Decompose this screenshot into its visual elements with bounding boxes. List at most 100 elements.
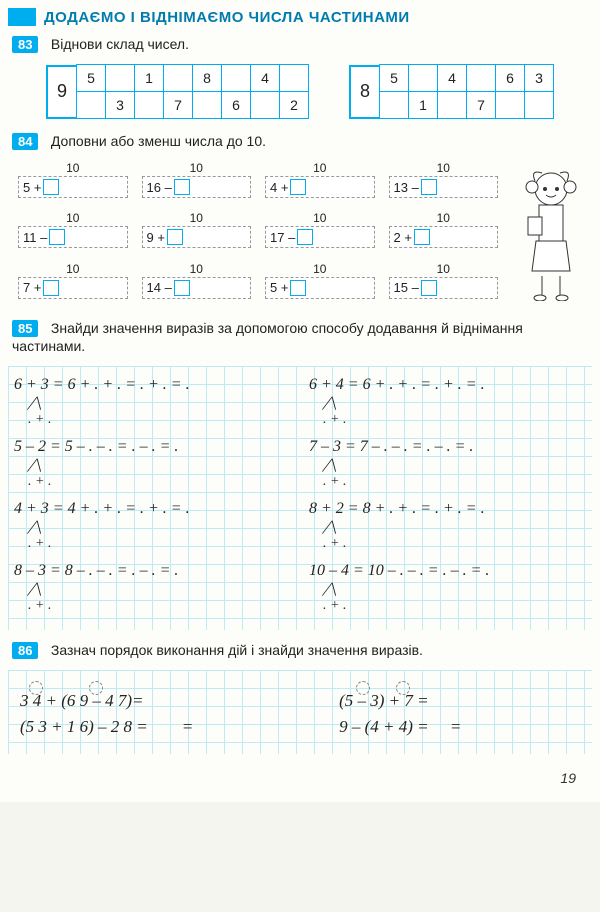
exercise-86-prompt: Зазнач порядок виконання дій і знайди зн… bbox=[51, 642, 423, 658]
answer-slot[interactable] bbox=[43, 280, 59, 296]
order-circle[interactable] bbox=[356, 681, 370, 695]
exercise-86-header: 86 Зазнач порядок виконання дій і знайди… bbox=[12, 642, 592, 660]
page-title: ДОДАЄМО І ВІДНІМАЄМО ЧИСЛА ЧАСТИНАМИ bbox=[44, 9, 410, 26]
equation[interactable]: 6 + 4 = 6 + . + . = . + . = . bbox=[309, 376, 586, 394]
split-diagram: ╱╲. + . bbox=[14, 396, 291, 428]
exercise-number-84: 84 bbox=[12, 133, 38, 150]
equation[interactable]: 5 – 2 = 5 – . – . = . – . = . bbox=[14, 438, 291, 456]
answer-slot[interactable] bbox=[49, 229, 65, 245]
cell[interactable] bbox=[525, 92, 554, 119]
cell[interactable] bbox=[380, 92, 409, 119]
problem: 105 + bbox=[18, 161, 128, 198]
page-number: 19 bbox=[8, 766, 592, 794]
equation[interactable]: (5 3 + 1 6) – 2 8 = = bbox=[20, 718, 309, 736]
answer-slot[interactable] bbox=[43, 179, 59, 195]
exercise-number-85: 85 bbox=[12, 320, 38, 337]
table-9: 5 1 8 4 3 7 6 2 bbox=[76, 64, 309, 119]
problem: 109 + bbox=[142, 211, 252, 248]
exercise-85-worksheet: 6 + 3 = 6 + . + . = . + . = . ╱╲. + . 5 … bbox=[8, 366, 592, 630]
problem: 1014 – bbox=[142, 262, 252, 299]
ex86-right-col: (5 – 3) + 7 = 9 – (4 + 4) = = bbox=[339, 684, 580, 744]
cell[interactable] bbox=[496, 92, 525, 119]
problem: 104 + bbox=[265, 161, 375, 198]
cell[interactable] bbox=[193, 92, 222, 119]
exercise-84-header: 84 Доповни або зменш числа до 10. bbox=[12, 133, 592, 151]
answer-slot[interactable] bbox=[290, 280, 306, 296]
equation[interactable]: 10 – 4 = 10 – . – . = . – . = . bbox=[309, 562, 586, 580]
cell[interactable] bbox=[467, 65, 496, 92]
answer-slot[interactable] bbox=[290, 179, 306, 195]
number-block-9: 9 5 1 8 4 3 7 6 bbox=[46, 64, 309, 119]
cell[interactable] bbox=[251, 92, 280, 119]
cell[interactable]: 3 bbox=[106, 92, 135, 119]
ex85-left-col: 6 + 3 = 6 + . + . = . + . = . ╱╲. + . 5 … bbox=[14, 372, 291, 624]
cell[interactable] bbox=[106, 65, 135, 92]
cell[interactable]: 5 bbox=[77, 65, 106, 92]
cell[interactable] bbox=[164, 65, 193, 92]
problem: 1011 – bbox=[18, 211, 128, 248]
cell[interactable]: 5 bbox=[380, 65, 409, 92]
order-circle[interactable] bbox=[29, 681, 43, 695]
exercise-83-header: 83 Віднови склад чисел. bbox=[12, 36, 592, 54]
cell[interactable]: 1 bbox=[135, 65, 164, 92]
answer-slot[interactable] bbox=[167, 229, 183, 245]
split-diagram: ╱╲. + . bbox=[309, 458, 586, 490]
equation[interactable]: 7 – 3 = 7 – . – . = . – . = . bbox=[309, 438, 586, 456]
header-accent bbox=[8, 8, 36, 26]
big-number-8: 8 bbox=[349, 65, 381, 119]
split-diagram: ╱╲. + . bbox=[14, 520, 291, 552]
page-header: ДОДАЄМО І ВІДНІМАЄМО ЧИСЛА ЧАСТИНАМИ bbox=[8, 8, 592, 26]
problem: 107 + bbox=[18, 262, 128, 299]
problem: 1017 – bbox=[265, 211, 375, 248]
cell[interactable] bbox=[438, 92, 467, 119]
answer-slot[interactable] bbox=[421, 179, 437, 195]
cell[interactable]: 6 bbox=[496, 65, 525, 92]
exercise-84-grid: 105 + 1016 – 104 + 1013 – 101 bbox=[18, 161, 592, 306]
cell[interactable] bbox=[135, 92, 164, 119]
cell[interactable]: 7 bbox=[467, 92, 496, 119]
cell[interactable]: 7 bbox=[164, 92, 193, 119]
exercise-85-header: 85 Знайди значення виразів за допомогою … bbox=[12, 320, 592, 356]
exercise-84-prompt: Доповни або зменш числа до 10. bbox=[51, 133, 266, 149]
exercise-83-body: 9 5 1 8 4 3 7 6 bbox=[8, 64, 592, 119]
equation[interactable]: 8 – 3 = 8 – . – . = . – . = . bbox=[14, 562, 291, 580]
split-diagram: ╱╲. + . bbox=[14, 582, 291, 614]
cell[interactable]: 4 bbox=[438, 65, 467, 92]
cell[interactable]: 2 bbox=[280, 92, 309, 119]
split-diagram: ╱╲. + . bbox=[309, 396, 586, 428]
ex86-left-col: 3 4 + (6 9 – 4 7)= (5 3 + 1 6) – 2 8 = = bbox=[20, 684, 309, 744]
cell[interactable]: 6 bbox=[222, 92, 251, 119]
exercise-83-prompt: Віднови склад чисел. bbox=[51, 36, 189, 52]
order-circle[interactable] bbox=[89, 681, 103, 695]
girl-illustration bbox=[512, 161, 592, 306]
equation[interactable]: 4 + 3 = 4 + . + . = . + . = . bbox=[14, 500, 291, 518]
problem: 102 + bbox=[389, 211, 499, 248]
problem: 1013 – bbox=[389, 161, 499, 198]
equation[interactable]: 6 + 3 = 6 + . + . = . + . = . bbox=[14, 376, 291, 394]
cell[interactable]: 8 bbox=[193, 65, 222, 92]
ex85-right-col: 6 + 4 = 6 + . + . = . + . = . ╱╲. + . 7 … bbox=[309, 372, 586, 624]
exercise-number-86: 86 bbox=[12, 642, 38, 659]
answer-slot[interactable] bbox=[421, 280, 437, 296]
split-diagram: ╱╲. + . bbox=[14, 458, 291, 490]
problem: 1016 – bbox=[142, 161, 252, 198]
equation[interactable]: (5 – 3) + 7 = bbox=[339, 692, 580, 710]
equation[interactable]: 3 4 + (6 9 – 4 7)= bbox=[20, 692, 309, 710]
answer-slot[interactable] bbox=[414, 229, 430, 245]
exercise-85-prompt: Знайди значення виразів за допомогою спо… bbox=[12, 320, 523, 354]
equation[interactable]: 8 + 2 = 8 + . + . = . + . = . bbox=[309, 500, 586, 518]
answer-slot[interactable] bbox=[174, 280, 190, 296]
cell[interactable] bbox=[409, 65, 438, 92]
answer-slot[interactable] bbox=[174, 179, 190, 195]
cell[interactable] bbox=[280, 65, 309, 92]
equation[interactable]: 9 – (4 + 4) = = bbox=[339, 718, 580, 736]
cell[interactable] bbox=[77, 92, 106, 119]
cell[interactable] bbox=[222, 65, 251, 92]
cell[interactable]: 1 bbox=[409, 92, 438, 119]
split-diagram: ╱╲. + . bbox=[309, 582, 586, 614]
cell[interactable]: 3 bbox=[525, 65, 554, 92]
cell[interactable]: 4 bbox=[251, 65, 280, 92]
answer-slot[interactable] bbox=[297, 229, 313, 245]
split-diagram: ╱╲. + . bbox=[309, 520, 586, 552]
problem: 1015 – bbox=[389, 262, 499, 299]
